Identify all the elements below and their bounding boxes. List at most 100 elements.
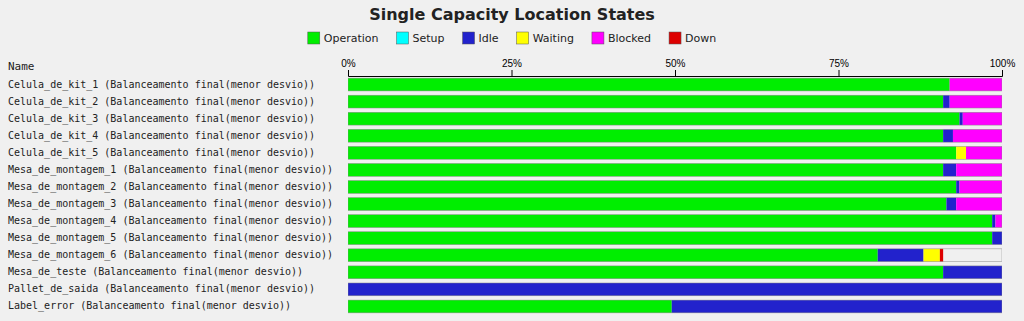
legend: Operation Setup Idle Waiting Blocked Down [308,32,716,45]
category-label: Label_error (Balanceamento final(menor d… [8,300,291,312]
bar-segment [348,198,946,211]
x-axis: 0% 25% 50% 75% 100% [341,58,1015,77]
bar-segment [956,146,966,159]
tick-mark [348,70,349,76]
bar-segment [348,300,672,313]
category-label: Mesa_de_montagem_5 (Balanceamento final(… [8,232,333,244]
bar-segment [943,266,1002,279]
bar-frame [348,249,1002,262]
bar-frame [348,181,1002,194]
bar-segment [959,181,1002,194]
bar-segment [963,112,1002,125]
bar-frame [348,283,1002,296]
bar-segment [992,215,995,228]
bar-segment [348,215,992,228]
bar-segment [878,249,924,262]
tick: 50% [665,58,685,76]
legend-item: Down [669,32,716,45]
bar-segment [348,129,943,142]
tick: 75% [829,58,849,76]
series [950,78,1002,227]
bar-segment [943,163,956,176]
bar-frame [348,198,1002,211]
bar-segment [992,232,1002,245]
category-label: Celula_de_kit_1 (Balanceamento final(men… [8,79,315,91]
bar-segment [950,95,1002,108]
legend-label: Setup [413,32,445,45]
bar-segment [924,249,940,262]
legend-swatch [592,32,604,44]
legend-item: Waiting [517,32,574,45]
bar-segment [348,78,950,91]
category-label: Mesa_de_montagem_4 (Balanceamento final(… [8,215,333,227]
bar-frame [348,78,1002,91]
legend-item: Operation [308,32,379,45]
tick-label: 75% [829,58,849,69]
bar-segment [348,95,943,108]
category-label: Celula_de_kit_4 (Balanceamento final(men… [8,130,315,142]
bar-segment [946,198,956,211]
plot: 0% 25% 50% 75% 100% [341,58,1015,313]
category-label: Mesa_de_montagem_2 (Balanceamento final(… [8,181,333,193]
bar-frame [348,146,1002,159]
chart: Single Capacity Location States Operation… [0,0,1024,321]
bar-segment [943,95,950,108]
bar-segment [348,232,992,245]
bar-segment [348,163,943,176]
legend-item: Blocked [592,32,651,45]
bar-frame [348,266,1002,279]
category-label: Celula_de_kit_5 (Balanceamento final(men… [8,147,315,159]
bar-segment [950,78,1002,91]
bar-segment [348,283,1002,296]
category-label: Mesa_de_montagem_6 (Balanceamento final(… [8,249,333,261]
bar-segment [959,112,962,125]
tick-label: 50% [665,58,685,69]
legend-item: Setup [397,32,445,45]
tick-label: 100% [990,58,1016,69]
bar-segment [953,129,1002,142]
bar-frame [348,129,1002,142]
category-label: Mesa_de_montagem_3 (Balanceamento final(… [8,198,333,210]
legend-swatch [308,32,320,44]
category-label: Celula_de_kit_3 (Balanceamento final(men… [8,113,315,125]
bar-frame [348,112,1002,125]
bar-frame [348,163,1002,176]
legend-swatch [397,32,409,44]
tick: 100% [990,58,1016,76]
series [940,249,943,262]
legend-label: Down [685,32,716,45]
bar-frame [348,232,1002,245]
tick-mark [839,70,840,76]
tick-label: 25% [502,58,522,69]
bar-frame [348,215,1002,228]
axis-line [349,70,1003,77]
tick-mark [1002,70,1003,76]
legend-swatch [669,32,681,44]
bar-segment [348,112,959,125]
legend-label: Waiting [533,32,574,45]
bar-segment [956,198,1002,211]
title: Single Capacity Location States [369,5,655,24]
legend-label: Idle [479,32,499,45]
bar-frame [348,95,1002,108]
legend-swatch [463,32,475,44]
series [348,95,1002,313]
bar-segment [943,129,953,142]
y-axis-title: Name [8,60,35,73]
category-label: Mesa_de_teste (Balanceamento final(menor… [8,266,303,278]
row-labels: Celula_de_kit_1 (Balanceamento final(men… [8,79,333,313]
bar-segment [348,181,956,194]
bar-segment [956,181,959,194]
bar-segment [348,266,943,279]
bars [348,78,1002,313]
tick-mark [675,70,676,76]
tick: 25% [502,58,522,76]
bar-segment [940,249,943,262]
legend-swatch [517,32,529,44]
legend-label: Blocked [608,32,651,45]
bar-frame [348,300,1002,313]
bar-segment [348,146,956,159]
category-label: Pallet_de_saida (Balanceamento final(men… [8,283,315,295]
tick-label: 0% [341,58,356,69]
legend-label: Operation [324,32,379,45]
